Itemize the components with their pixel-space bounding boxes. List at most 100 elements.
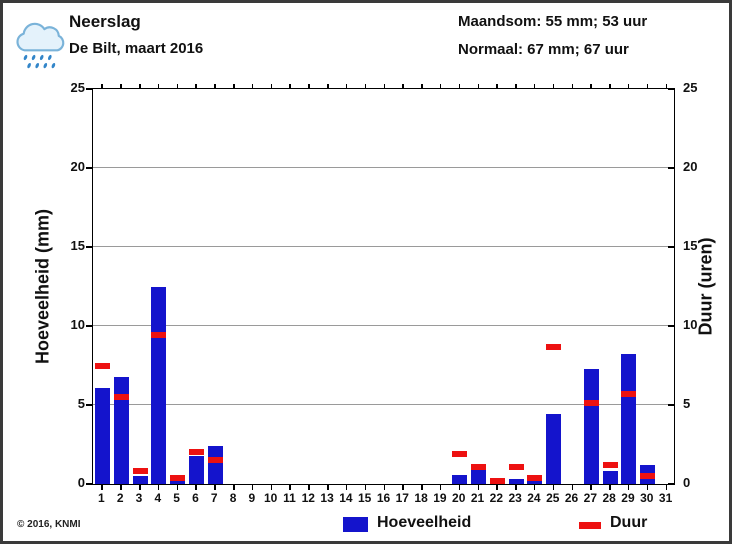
x-axis-tick-bottom	[571, 485, 574, 490]
x-tick-label-day-28: 28	[602, 491, 616, 505]
bar-day-2	[113, 376, 129, 484]
duration-dash-day-23	[508, 463, 524, 470]
x-axis-tick-bottom	[251, 485, 254, 490]
x-axis-tick-bottom	[477, 485, 480, 490]
bar-day-27	[583, 368, 599, 484]
bar-day-23	[508, 479, 524, 484]
x-tick-label-day-19: 19	[433, 491, 447, 505]
x-tick-label-day-14: 14	[339, 491, 353, 505]
duration-dash-day-29	[621, 390, 637, 397]
x-axis-tick-bottom	[327, 485, 329, 490]
bar-day-7	[207, 446, 223, 484]
x-tick-label-day-8: 8	[229, 491, 237, 505]
duration-dash-day-22	[489, 477, 505, 484]
x-axis-tick-bottom	[345, 485, 348, 490]
bar-day-1	[94, 387, 110, 484]
right-axis-title: Duur (uren)	[695, 237, 716, 336]
legend-duration-label: Duur	[610, 514, 648, 531]
bar-day-3	[132, 476, 148, 484]
grid-line	[93, 246, 674, 247]
x-tick-label-day-24: 24	[527, 491, 541, 505]
page-subtitle: De Bilt, maart 2016	[69, 40, 204, 57]
duration-dash-day-1	[94, 362, 110, 369]
x-axis-tick-bottom	[383, 485, 385, 490]
rain-drops	[23, 54, 56, 69]
duration-dash-day-21	[471, 463, 487, 470]
x-axis-tick-bottom	[609, 485, 611, 490]
duration-dash-day-6	[188, 449, 204, 456]
legend-amount-label: Hoeveelheid	[377, 514, 472, 531]
x-tick-label-day-1: 1	[98, 491, 105, 505]
left-axis-tick-label: 20	[70, 159, 85, 174]
x-axis-tick-bottom	[533, 485, 536, 490]
grid-line	[93, 404, 674, 405]
x-tick-label-day-11: 11	[283, 491, 296, 505]
bar-day-20	[452, 474, 468, 484]
x-tick-label-day-27: 27	[583, 491, 598, 505]
left-axis-tick-label: 5	[77, 396, 85, 411]
x-axis-tick-bottom	[646, 485, 649, 490]
duration-dash-day-2	[113, 394, 129, 401]
duration-dash-day-28	[602, 462, 618, 469]
legend-amount-swatch	[343, 517, 368, 532]
x-axis-tick-bottom	[515, 485, 517, 490]
cloud-shape	[16, 22, 65, 52]
duration-dash-day-27	[583, 400, 599, 407]
x-tick-label-day-9: 9	[248, 491, 256, 505]
x-axis-tick-bottom	[139, 485, 141, 490]
left-axis-tick-label: 0	[77, 475, 85, 490]
normal-stat: Normaal: 67 mm; 67 uur	[458, 41, 629, 58]
x-axis-tick-bottom	[552, 485, 555, 490]
x-tick-label-day-5: 5	[173, 491, 180, 505]
x-tick-label-day-20: 20	[452, 491, 466, 505]
duration-dash-day-7	[207, 457, 223, 464]
bar-day-5	[170, 480, 186, 484]
x-axis-tick-bottom	[627, 485, 630, 490]
plot-area	[92, 88, 675, 485]
x-axis-tick-bottom	[101, 485, 103, 490]
x-axis-tick-bottom	[421, 485, 423, 490]
x-axis-tick-bottom	[195, 485, 197, 490]
x-axis-tick-bottom	[496, 485, 498, 490]
x-tick-label-day-23: 23	[508, 491, 522, 505]
right-axis-tick-label: 25	[683, 80, 698, 95]
left-axis-tick-label: 10	[70, 317, 85, 332]
x-tick-label-day-2: 2	[116, 491, 124, 505]
grid-line	[93, 325, 674, 326]
x-axis-tick-bottom	[289, 485, 291, 490]
bar-day-29	[621, 354, 637, 484]
duration-dash-day-5	[170, 474, 186, 481]
x-tick-label-day-7: 7	[210, 491, 218, 505]
x-axis-tick-bottom	[364, 485, 367, 490]
x-tick-label-day-3: 3	[135, 491, 143, 505]
x-axis-tick-bottom	[590, 485, 592, 490]
x-tick-label-day-21: 21	[470, 491, 485, 505]
x-axis-tick-bottom	[270, 485, 273, 490]
right-axis-tick-label: 0	[683, 475, 691, 490]
bar-day-25	[546, 414, 562, 484]
x-tick-label-day-12: 12	[301, 491, 315, 505]
duration-dash-day-4	[151, 332, 167, 339]
x-tick-label-day-31: 31	[658, 491, 673, 505]
month-total-stat: Maandsom: 55 mm; 53 uur	[458, 13, 648, 30]
x-tick-label-day-16: 16	[376, 491, 391, 505]
x-axis-tick-bottom	[120, 485, 122, 490]
x-axis-tick-bottom	[157, 485, 160, 490]
x-axis-tick-bottom	[665, 485, 668, 490]
duration-dash-day-25	[546, 343, 562, 350]
x-axis-tick-bottom	[308, 485, 310, 490]
duration-dash-day-20	[452, 450, 468, 457]
legend-duration-swatch	[579, 522, 601, 529]
x-tick-label-day-25: 25	[546, 491, 560, 505]
x-axis-tick-bottom	[176, 485, 179, 490]
bar-day-21	[471, 465, 487, 484]
duration-dash-day-30	[640, 473, 656, 480]
x-tick-label-day-4: 4	[154, 491, 162, 505]
x-axis-tick-bottom	[214, 485, 216, 490]
x-tick-label-day-22: 22	[489, 491, 503, 505]
x-axis-tick-bottom	[439, 485, 442, 490]
x-axis-tick-bottom	[233, 485, 235, 490]
copyright-text: © 2016, KNMI	[17, 519, 81, 530]
x-tick-label-day-17: 17	[395, 491, 409, 505]
